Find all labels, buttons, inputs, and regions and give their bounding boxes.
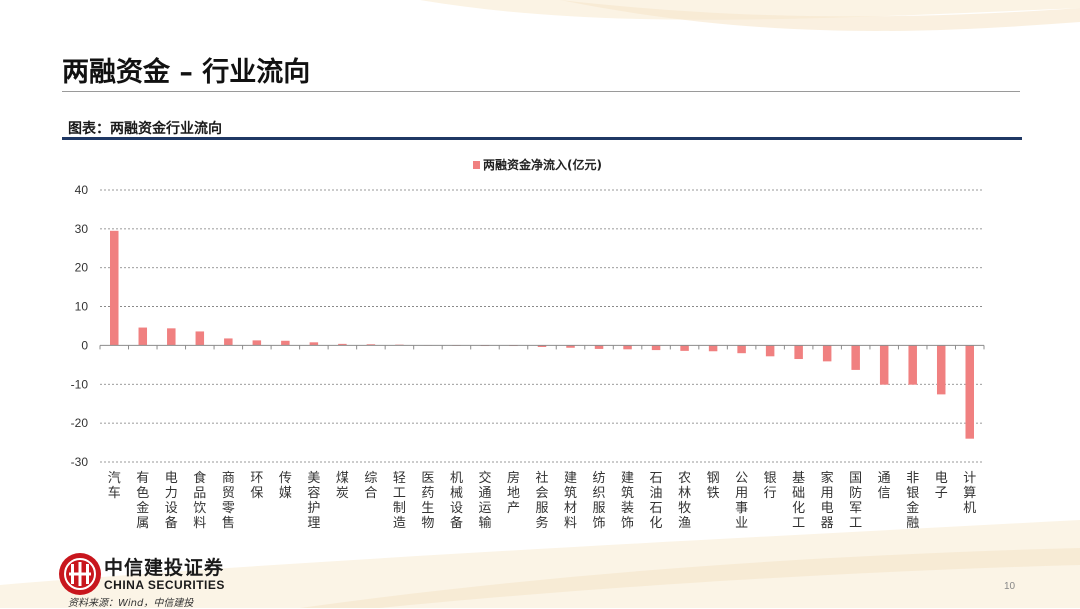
x-category-label: 有色金属 [136,471,149,531]
figure-caption: 图表：两融资金行业流向 [68,121,222,137]
x-category-label: 美容护理 [307,471,320,531]
caption-divider [62,137,1022,140]
bar [680,345,689,351]
y-tick-label: -30 [71,455,89,469]
x-category-label: 食品饮料 [193,470,206,531]
legend: 两融资金净流入(亿元) [473,157,602,172]
bar [765,345,775,357]
bar-layer [110,230,974,439]
x-category-label: 国防军工 [849,471,862,531]
x-category-label: 石油石化 [650,471,663,531]
y-tick-label: 0 [81,338,88,352]
y-tick-label: 40 [75,183,89,197]
x-category-label: 公用事业 [735,471,748,531]
bar [138,327,148,346]
bar [708,345,718,352]
bar [794,345,803,360]
x-category-label: 电力设备 [165,471,178,531]
x-category-label: 非银金融 [906,471,919,531]
x-category-label: 房地产 [507,470,520,516]
bar [309,342,319,346]
x-category-label: 建筑材料 [564,471,577,531]
legend-label: 两融资金净流入(亿元) [483,157,602,172]
page-title: 两融资金 – 行业流向 [62,57,311,88]
bar [737,345,746,354]
y-tick-label: 20 [75,261,89,275]
x-category-label: 农林牧渔 [678,471,691,531]
brand-name-en: CHINA SECURITIES [104,578,225,592]
x-category-label: 煤炭 [336,471,349,501]
grid-layer [100,189,984,463]
bar [281,340,290,346]
x-category-label: 汽车 [108,471,121,501]
bar [252,340,262,346]
x-category-label: 传媒 [279,471,292,501]
x-category-label: 医药生物 [421,471,434,531]
y-tick-label: -10 [71,377,89,391]
bar [110,230,119,346]
x-category-label: 家用电器 [821,470,834,531]
page-number: 10 [1004,581,1016,592]
bar [594,345,604,349]
x-category-label: 综合 [364,471,377,501]
legend-swatch [473,161,480,169]
bar [537,345,547,347]
x-category-label: 纺织服饰 [593,471,606,531]
bar [965,345,974,439]
x-category-label: 银行 [764,471,777,501]
x-category-label: 机械设备 [450,471,463,531]
china-securities-logo [59,553,101,595]
bar [338,343,347,346]
bar [167,328,176,346]
bar [566,345,575,348]
title-divider [62,91,1020,92]
x-category-label: 建筑装饰 [621,471,634,531]
x-category-label: 通信 [878,471,891,501]
x-category-label: 计算机 [963,471,976,516]
x-category-label: 电子 [935,471,948,501]
x-category-label: 交通运输 [478,470,491,531]
x-category-label: 基础化工 [792,471,805,531]
bar [879,345,889,385]
bar [908,345,917,385]
x-category-label: 钢铁 [707,471,720,501]
bar [195,331,205,346]
bar [936,345,946,395]
bar [822,345,832,362]
bar [623,345,632,350]
bar [851,345,860,370]
bar [651,345,661,351]
y-tick-label: -20 [71,416,89,430]
axis-layer: 40 30 20 10 0 -10 -20 -30 汽车 有色金属 电力设备 食品饮料 商贸零售 环保传媒… [71,183,985,531]
x-category-label: 环保 [250,471,263,501]
bar [366,344,376,346]
y-tick-label: 30 [75,222,89,236]
x-category-label: 轻工制造 [393,471,406,531]
x-category-label: 社会服务 [535,470,548,531]
data-source-note: 资料来源：Wind，中信建投 [68,598,194,609]
industry-flow-bar-chart: 40 30 20 10 0 -10 -20 -30 汽车 有色金属 电力设备 食品饮料 商贸零售 环保传媒… [71,157,985,531]
bar [224,338,233,346]
x-category-label: 商贸零售 [222,471,235,531]
brand-name-cn: 中信建投证券 [104,557,225,579]
y-tick-label: 10 [75,300,89,314]
